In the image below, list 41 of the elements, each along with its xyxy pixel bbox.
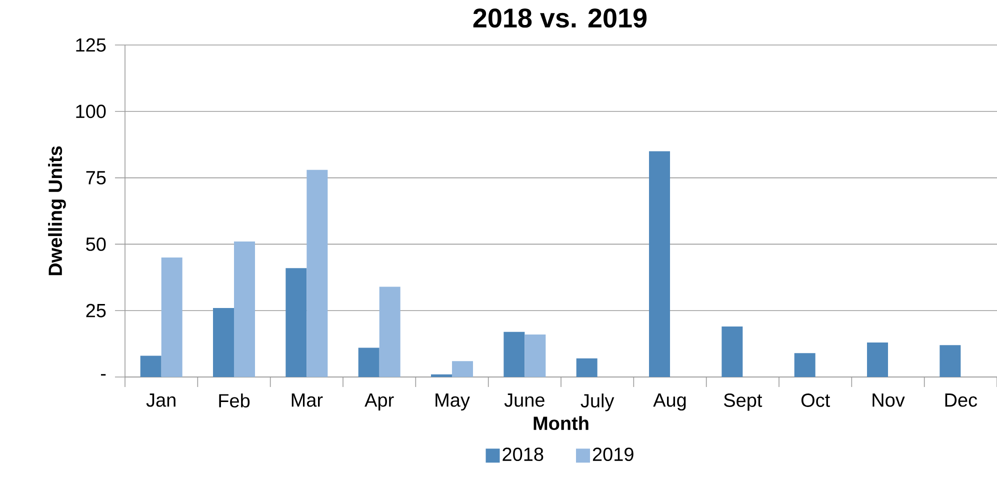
bar <box>867 342 888 377</box>
bar <box>379 286 400 377</box>
bar <box>576 358 598 377</box>
x-tick-label: Apr <box>364 394 394 411</box>
bar <box>306 170 328 377</box>
bar <box>794 353 816 377</box>
x-tick-label: Oct <box>801 394 830 407</box>
bar <box>140 356 162 377</box>
x-tick-label: Jan <box>146 394 176 407</box>
bar <box>504 332 525 377</box>
x-axis-title: Month <box>534 416 588 430</box>
bar <box>213 308 234 377</box>
bar <box>431 374 452 377</box>
x-tick-label: Aug <box>653 394 686 411</box>
bar <box>722 326 743 377</box>
y-tick-label: 50 <box>86 237 106 251</box>
y-axis-title: Dwelling Units <box>48 146 66 276</box>
bar <box>649 151 670 377</box>
bar <box>452 361 474 377</box>
y-tick-label: - <box>100 374 106 376</box>
x-tick-label: Feb <box>219 394 250 408</box>
y-tick-label: 100 <box>76 104 106 118</box>
y-tick-label: 25 <box>86 304 106 318</box>
x-tick-label: May <box>436 394 470 411</box>
x-tick-label: Sept <box>724 394 762 411</box>
bar <box>161 257 182 377</box>
chart-title: 2018 vs. 2019 <box>473 8 647 28</box>
x-tick-label: Mar <box>292 394 323 407</box>
legend-label: 2019 <box>592 448 634 462</box>
bar <box>358 348 380 377</box>
x-tick-label: July <box>580 394 614 412</box>
bar <box>940 345 961 377</box>
bar <box>524 334 546 377</box>
x-tick-label: Dec <box>945 394 978 407</box>
y-tick-label: 125 <box>76 38 106 52</box>
legend-label: 2018 <box>502 448 544 462</box>
y-tick-label: 75 <box>86 171 106 184</box>
bar <box>286 268 307 377</box>
bar <box>234 242 256 377</box>
x-tick-label: June <box>504 394 544 407</box>
x-tick-label: Nov <box>872 394 905 407</box>
